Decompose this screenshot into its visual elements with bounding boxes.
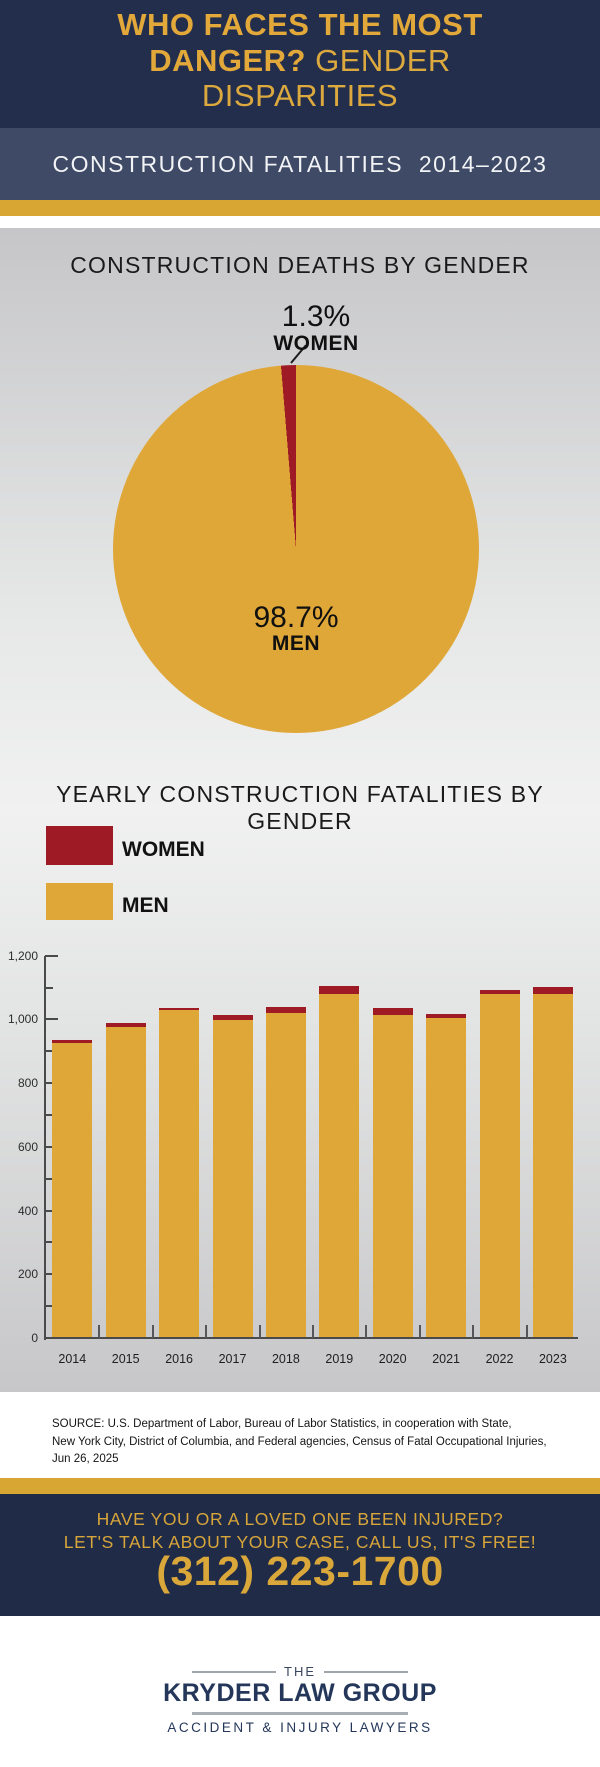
cta-line-1: HAVE YOU OR A LOVED ONE BEEN INJURED?: [96, 1509, 504, 1529]
pie-men-percent: 98.7%: [253, 601, 339, 634]
pie-chart: [113, 365, 479, 733]
cta-line-2: LET'S TALK ABOUT YOUR CASE, CALL US, IT'…: [63, 1532, 537, 1552]
legend-swatch-women: [46, 826, 113, 865]
logo-line-left: [192, 1670, 276, 1673]
pie-women-percent: 1.3%: [281, 300, 351, 333]
subtitle-text: CONSTRUCTION FATALITIES 2014–2023: [52, 150, 548, 177]
logo-the: THE: [284, 1664, 316, 1679]
cta-banner: [0, 1494, 600, 1616]
source-line-2: New York City, District of Columbia, and…: [52, 1436, 547, 1448]
logo-divider: [192, 1712, 408, 1715]
logo-line-right: [324, 1670, 408, 1673]
pie-men-label: MEN: [271, 632, 321, 655]
source-line-3: Jun 26, 2025: [52, 1453, 119, 1465]
bar-chart-title: YEARLY CONSTRUCTION FATALITIES BY GENDER: [56, 781, 544, 834]
page-title-light: GENDER DISPARITIES: [201, 42, 451, 114]
legend-label-women: WOMEN: [122, 838, 205, 861]
logo-firm-name: KRYDER LAW GROUP: [163, 1679, 437, 1707]
logo-tagline: ACCIDENT & INJURY LAWYERS: [167, 1720, 433, 1735]
pie-chart-title: CONSTRUCTION DEATHS BY GENDER: [70, 252, 530, 278]
phone-number[interactable]: (312) 223-1700: [156, 1548, 444, 1594]
source-line-1: SOURCE: U.S. Department of Labor, Bureau…: [52, 1418, 512, 1430]
header-banner: WHO FACES THE MOST DANGER? GENDER DISPAR…: [0, 0, 600, 128]
logo-the-row: THE: [192, 1664, 408, 1679]
page-title-bold: WHO FACES THE MOST DANGER?: [117, 7, 483, 78]
gold-stripe-bottom: [0, 1478, 600, 1494]
subtitle-band: CONSTRUCTION FATALITIES 2014–2023: [0, 128, 600, 200]
legend-label-men: MEN: [122, 894, 169, 917]
gold-stripe-top: [0, 200, 600, 216]
page-title: WHO FACES THE MOST DANGER? GENDER DISPAR…: [90, 7, 510, 114]
legend-swatch-men: [46, 883, 113, 920]
pie-women-label: WOMEN: [273, 332, 359, 355]
